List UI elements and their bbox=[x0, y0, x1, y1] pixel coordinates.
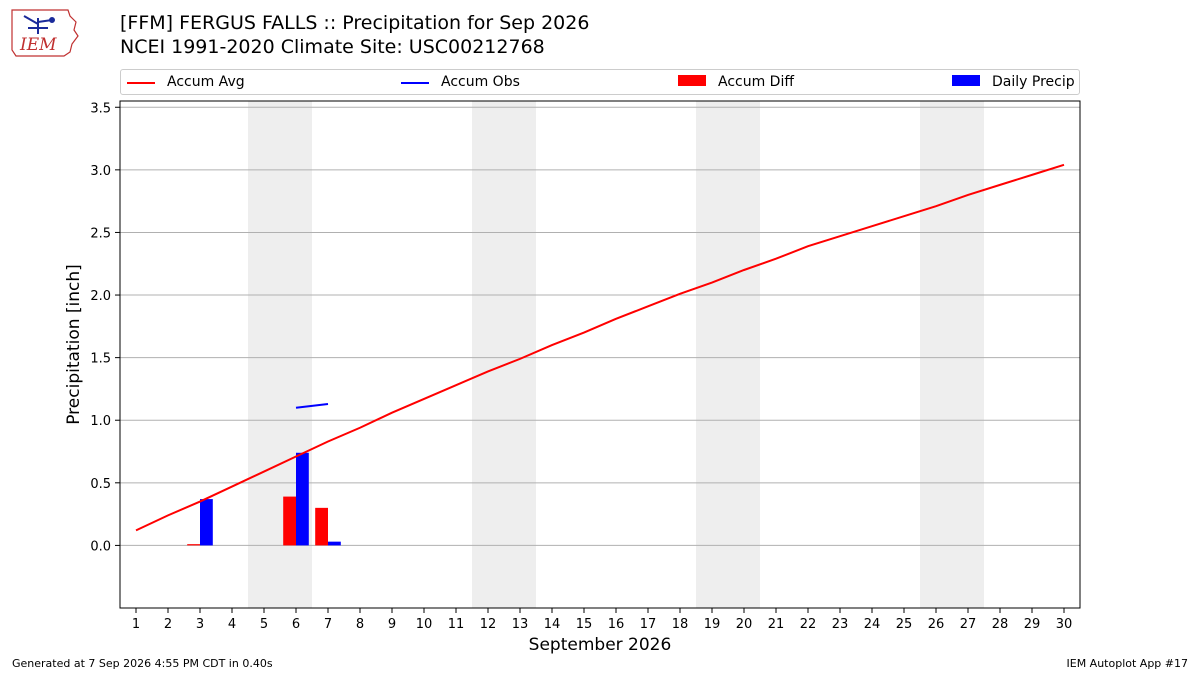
x-tick-label: 3 bbox=[196, 617, 204, 632]
daily-precip-bar bbox=[328, 541, 341, 546]
y-tick-label: 0.5 bbox=[90, 477, 111, 492]
legend-label-daily-precip: Daily Precip bbox=[992, 74, 1075, 90]
y-tick-label: 3.5 bbox=[90, 101, 111, 116]
daily-precip-bar bbox=[296, 452, 309, 546]
x-tick-label: 25 bbox=[896, 617, 913, 632]
x-tick-label: 7 bbox=[324, 617, 332, 632]
y-tick-label: 1.0 bbox=[90, 414, 111, 429]
legend-item-accum-obs: Accum Obs bbox=[401, 73, 601, 91]
accum-avg-line bbox=[135, 163, 1065, 532]
accum-obs-line bbox=[295, 402, 329, 409]
x-tick-label: 12 bbox=[480, 617, 497, 632]
legend-label-accum-obs: Accum Obs bbox=[441, 74, 520, 90]
legend-swatch-accum-obs bbox=[401, 82, 429, 84]
daily-precip-bar bbox=[200, 499, 213, 546]
legend-label-accum-avg: Accum Avg bbox=[167, 74, 245, 90]
x-tick-label: 17 bbox=[640, 617, 657, 632]
y-tick-label: 2.0 bbox=[90, 289, 111, 304]
x-tick-label: 9 bbox=[388, 617, 396, 632]
logo-text: IEM bbox=[19, 35, 57, 55]
x-tick-label: 2 bbox=[164, 617, 172, 632]
legend-swatch-accum-diff bbox=[678, 75, 706, 86]
x-tick-label: 8 bbox=[356, 617, 364, 632]
x-tick-label: 24 bbox=[864, 617, 881, 632]
x-tick-label: 22 bbox=[800, 617, 817, 632]
weekend-band bbox=[472, 101, 536, 608]
x-tick-label: 1 bbox=[132, 617, 140, 632]
footer-app-label: IEM Autoplot App #17 bbox=[1066, 657, 1189, 670]
x-tick-label: 27 bbox=[960, 617, 977, 632]
x-axis-label: September 2026 bbox=[529, 635, 672, 655]
x-tick-label: 10 bbox=[416, 617, 433, 632]
x-tick-label: 18 bbox=[672, 617, 689, 632]
legend-item-daily-precip: Daily Precip bbox=[952, 73, 1077, 91]
x-tick-label: 21 bbox=[768, 617, 785, 632]
x-tick-label: 30 bbox=[1056, 617, 1073, 632]
x-tick-label: 13 bbox=[512, 617, 529, 632]
weekend-band bbox=[920, 101, 984, 608]
x-tick-label: 5 bbox=[260, 617, 268, 632]
x-tick-label: 11 bbox=[448, 617, 465, 632]
x-tick-label: 14 bbox=[544, 617, 561, 632]
plot-frame bbox=[119, 100, 1081, 609]
y-tick-label: 3.0 bbox=[90, 164, 111, 179]
y-axis-label: Precipitation [inch] bbox=[64, 264, 84, 425]
y-tick-label: 1.5 bbox=[90, 352, 111, 367]
x-tick-label: 15 bbox=[576, 617, 593, 632]
x-tick-label: 20 bbox=[736, 617, 753, 632]
chart-subtitle: NCEI 1991-2020 Climate Site: USC00212768 bbox=[120, 36, 545, 58]
x-tick-label: 28 bbox=[992, 617, 1009, 632]
x-tick-label: 6 bbox=[292, 617, 300, 632]
iem-logo: IEM bbox=[11, 9, 79, 57]
legend-label-accum-diff: Accum Diff bbox=[718, 74, 795, 90]
legend-swatch-accum-avg bbox=[127, 82, 155, 84]
chart-legend: Accum Avg Accum Obs Accum Diff Daily Pre… bbox=[120, 69, 1080, 95]
chart-title: [FFM] FERGUS FALLS :: Precipitation for … bbox=[120, 12, 590, 34]
y-tick-label: 2.5 bbox=[90, 226, 111, 241]
x-tick-label: 26 bbox=[928, 617, 945, 632]
accum-diff-bar bbox=[283, 496, 296, 546]
x-tick-label: 4 bbox=[228, 617, 236, 632]
x-tick-label: 19 bbox=[704, 617, 721, 632]
weekend-band bbox=[696, 101, 760, 608]
legend-item-accum-avg: Accum Avg bbox=[127, 73, 327, 91]
legend-swatch-daily-precip bbox=[952, 75, 980, 86]
accum-diff-bar bbox=[187, 544, 200, 546]
weather-station-icon bbox=[23, 15, 55, 34]
x-tick-label: 23 bbox=[832, 617, 849, 632]
iowa-outline-icon bbox=[11, 9, 79, 57]
x-tick-label: 16 bbox=[608, 617, 625, 632]
footer-generated-text: Generated at 7 Sep 2026 4:55 PM CDT in 0… bbox=[12, 657, 273, 670]
x-tick-label: 29 bbox=[1024, 617, 1041, 632]
y-tick-label: 0.0 bbox=[90, 539, 111, 554]
accum-diff-bar bbox=[315, 507, 328, 546]
legend-item-accum-diff: Accum Diff bbox=[678, 73, 878, 91]
